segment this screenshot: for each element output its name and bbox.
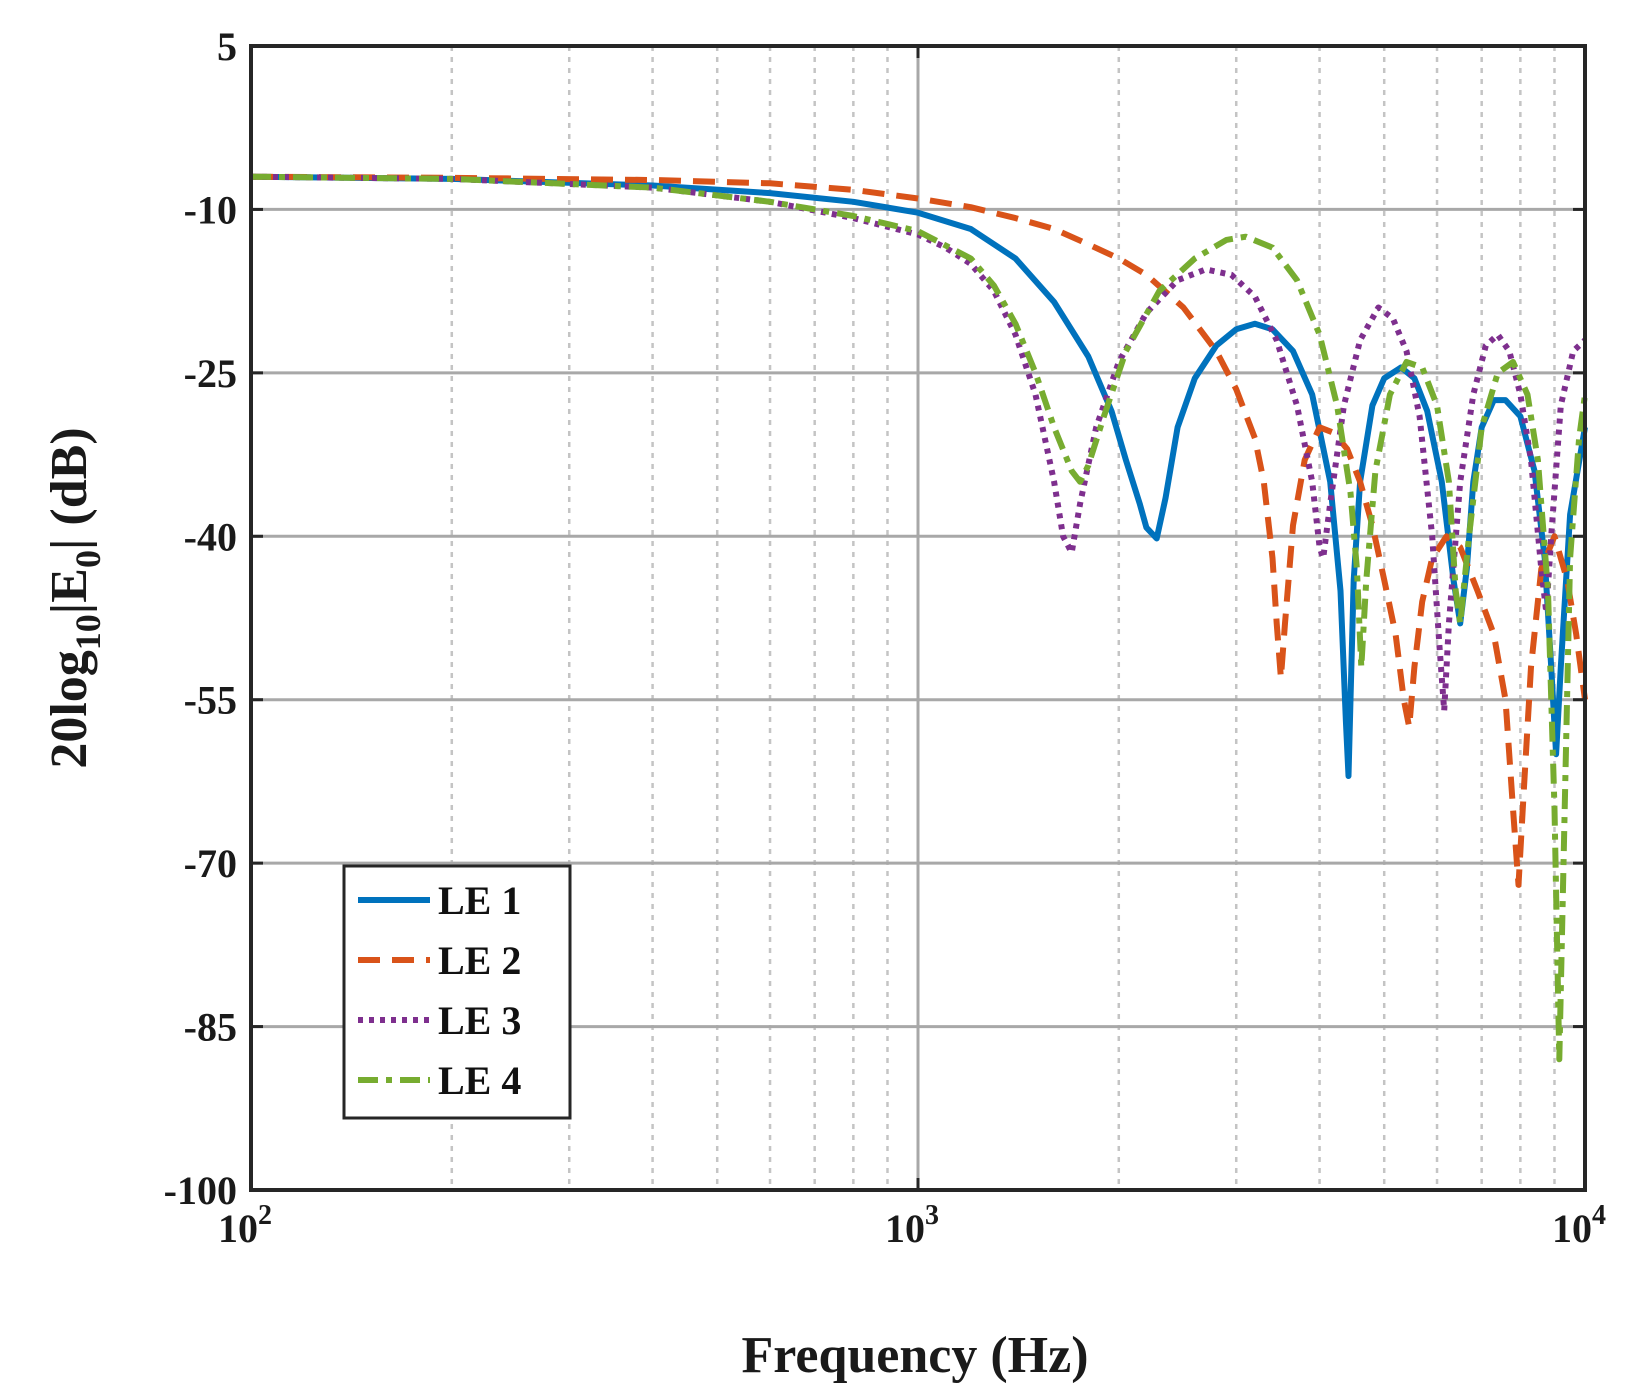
y-tick-label: 5 bbox=[217, 24, 237, 69]
series-line-le3 bbox=[250, 173, 1588, 714]
y-tick-label: -40 bbox=[184, 514, 237, 559]
y-axis-label: 20log10|E0| (dB) bbox=[41, 427, 108, 768]
series-line-le4 bbox=[250, 173, 1588, 1063]
series-layer bbox=[250, 173, 1588, 1063]
x-axis-label: Frequency (Hz) bbox=[741, 1327, 1088, 1384]
legend-label-le1: LE 1 bbox=[438, 878, 521, 923]
legend: LE 1 LE 2 LE 3 LE 4 bbox=[342, 864, 572, 1120]
y-tick-label: -70 bbox=[184, 841, 237, 886]
x-tick-exponent: 4 bbox=[1592, 1200, 1606, 1231]
y-axis-label-mid: |E bbox=[41, 568, 98, 614]
x-tick-base: 10 bbox=[1552, 1206, 1592, 1251]
y-axis-ticks: 5 -10 -25 -40 -55 -70 -85 -100 bbox=[164, 24, 1585, 1213]
x-axis-ticks: 102 103 104 bbox=[218, 46, 1606, 1251]
y-tick-label: -10 bbox=[184, 187, 237, 232]
y-axis-label-prefix: 20log bbox=[41, 650, 98, 768]
x-tick-label: 102 bbox=[218, 1200, 272, 1251]
x-tick-exponent: 2 bbox=[258, 1200, 272, 1231]
x-tick-label: 104 bbox=[1552, 1200, 1606, 1251]
legend-label-le2: LE 2 bbox=[438, 938, 521, 983]
legend-label-le4: LE 4 bbox=[438, 1058, 521, 1103]
y-tick-label: -25 bbox=[184, 351, 237, 396]
y-tick-label: -100 bbox=[164, 1168, 237, 1213]
y-tick-label: -55 bbox=[184, 678, 237, 723]
x-tick-base: 10 bbox=[218, 1206, 258, 1251]
y-tick-label: -85 bbox=[184, 1005, 237, 1050]
x-tick-label: 103 bbox=[885, 1200, 939, 1251]
legend-label-le3: LE 3 bbox=[438, 998, 521, 1043]
series-line-le1 bbox=[250, 173, 1588, 779]
x-tick-base: 10 bbox=[885, 1206, 925, 1251]
x-tick-exponent: 3 bbox=[925, 1200, 939, 1231]
y-axis-label-sub2: 0 bbox=[68, 550, 108, 568]
y-axis-label-sub1: 10 bbox=[68, 614, 108, 650]
minor-grid bbox=[450, 46, 1556, 1190]
y-axis-label-suffix: | (dB) bbox=[41, 427, 98, 550]
legend-box bbox=[342, 864, 572, 1120]
